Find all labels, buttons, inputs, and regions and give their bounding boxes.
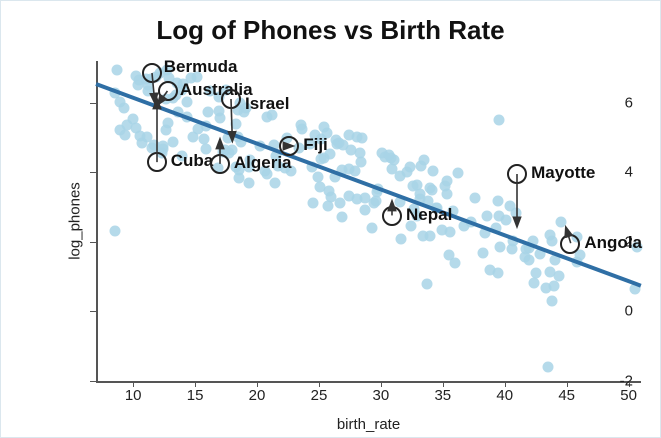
scatter-point <box>244 177 255 188</box>
scatter-point-outlier <box>546 296 557 307</box>
scatter-point <box>424 183 435 194</box>
scatter-point <box>507 244 518 255</box>
y-tick-label--2: -2 <box>620 373 633 390</box>
scatter-point <box>111 64 122 75</box>
x-tick-label-40: 40 <box>496 387 513 404</box>
scatter-point <box>203 106 214 117</box>
scatter-point <box>416 161 427 172</box>
scatter-point-outlier <box>109 226 120 237</box>
x-tick-label-50: 50 <box>620 387 637 404</box>
scatter-point <box>530 267 541 278</box>
scatter-point <box>482 211 493 222</box>
y-tick-label-0: 0 <box>625 303 633 320</box>
x-axis-title: birth_rate <box>337 416 400 433</box>
scatter-point <box>386 163 397 174</box>
y-axis-line <box>96 61 98 381</box>
annotation-label-nepal: Nepal <box>406 205 452 225</box>
plot-area: birth_rate log_phones 10 15 20 25 30 35 40 45 50… <box>96 61 641 381</box>
scatter-point <box>322 200 333 211</box>
x-axis-line <box>96 381 641 383</box>
annotation-arrow-algeria <box>205 128 235 179</box>
scatter-point <box>417 231 428 242</box>
scatter-point <box>395 233 406 244</box>
scatter-point <box>520 251 531 262</box>
annotation-label-israel: Israel <box>245 94 289 114</box>
scatter-point <box>336 212 347 223</box>
annotation-arrow-fiji <box>274 131 304 161</box>
scatter-point <box>312 171 323 182</box>
x-tick-label-15: 15 <box>187 387 204 404</box>
x-tick-label-45: 45 <box>558 387 575 404</box>
scatter-point <box>549 281 560 292</box>
y-axis-title: log_phones <box>66 182 83 260</box>
scatter-point <box>122 120 133 131</box>
annotation-label-fiji: Fiji <box>303 135 328 155</box>
scatter-point <box>118 103 129 114</box>
annotation-arrow-cuba <box>142 88 172 177</box>
annotation-label-angola: Angola <box>584 233 642 253</box>
scatter-point <box>453 168 464 179</box>
scatter-point <box>307 197 318 208</box>
x-tick-label-35: 35 <box>434 387 451 404</box>
scatter-point <box>477 248 488 259</box>
scatter-point <box>554 271 565 282</box>
y-tick-label-6: 6 <box>625 94 633 111</box>
scatter-point <box>407 180 418 191</box>
annotation-label-mayotte: Mayotte <box>531 163 595 183</box>
scatter-point <box>295 120 306 131</box>
x-tick-label-25: 25 <box>311 387 328 404</box>
y-tick-mark-0 <box>90 311 96 312</box>
scatter-point <box>351 193 362 204</box>
scatter-point <box>270 178 281 189</box>
y-tick-label-4: 4 <box>625 164 633 181</box>
scatter-point-outlier <box>543 362 554 373</box>
y-tick-mark-4 <box>90 172 96 173</box>
annotation-arrow-nepal <box>377 190 407 230</box>
annotation-arrow-mayotte <box>502 159 532 238</box>
annotation-arrow-angola <box>552 216 586 258</box>
scatter-point-outlier <box>421 278 432 289</box>
x-tick-label-20: 20 <box>249 387 266 404</box>
annotation-label-bermuda: Bermuda <box>164 57 238 77</box>
chart-container: Log of Phones vs Birth Rate birth_rate l… <box>0 0 661 438</box>
scatter-point <box>337 139 348 150</box>
x-tick-label-30: 30 <box>373 387 390 404</box>
scatter-point <box>318 121 329 132</box>
scatter-point <box>437 225 448 236</box>
scatter-point <box>470 193 481 204</box>
scatter-point-outlier <box>493 115 504 126</box>
x-tick-label-10: 10 <box>125 387 142 404</box>
scatter-point <box>384 150 395 161</box>
scatter-point <box>315 181 326 192</box>
y-tick-mark-2 <box>90 242 96 243</box>
scatter-point <box>405 162 416 173</box>
scatter-point <box>428 166 439 177</box>
chart-title: Log of Phones vs Birth Rate <box>1 15 660 46</box>
scatter-point <box>494 242 505 253</box>
scatter-point <box>355 148 366 159</box>
scatter-point <box>529 277 540 288</box>
scatter-point <box>334 198 345 209</box>
y-tick-mark-6 <box>90 103 96 104</box>
scatter-point <box>485 264 496 275</box>
y-tick-mark--2 <box>90 381 96 382</box>
scatter-point <box>359 204 370 215</box>
scatter-point-outlier <box>450 257 461 268</box>
scatter-point <box>439 180 450 191</box>
